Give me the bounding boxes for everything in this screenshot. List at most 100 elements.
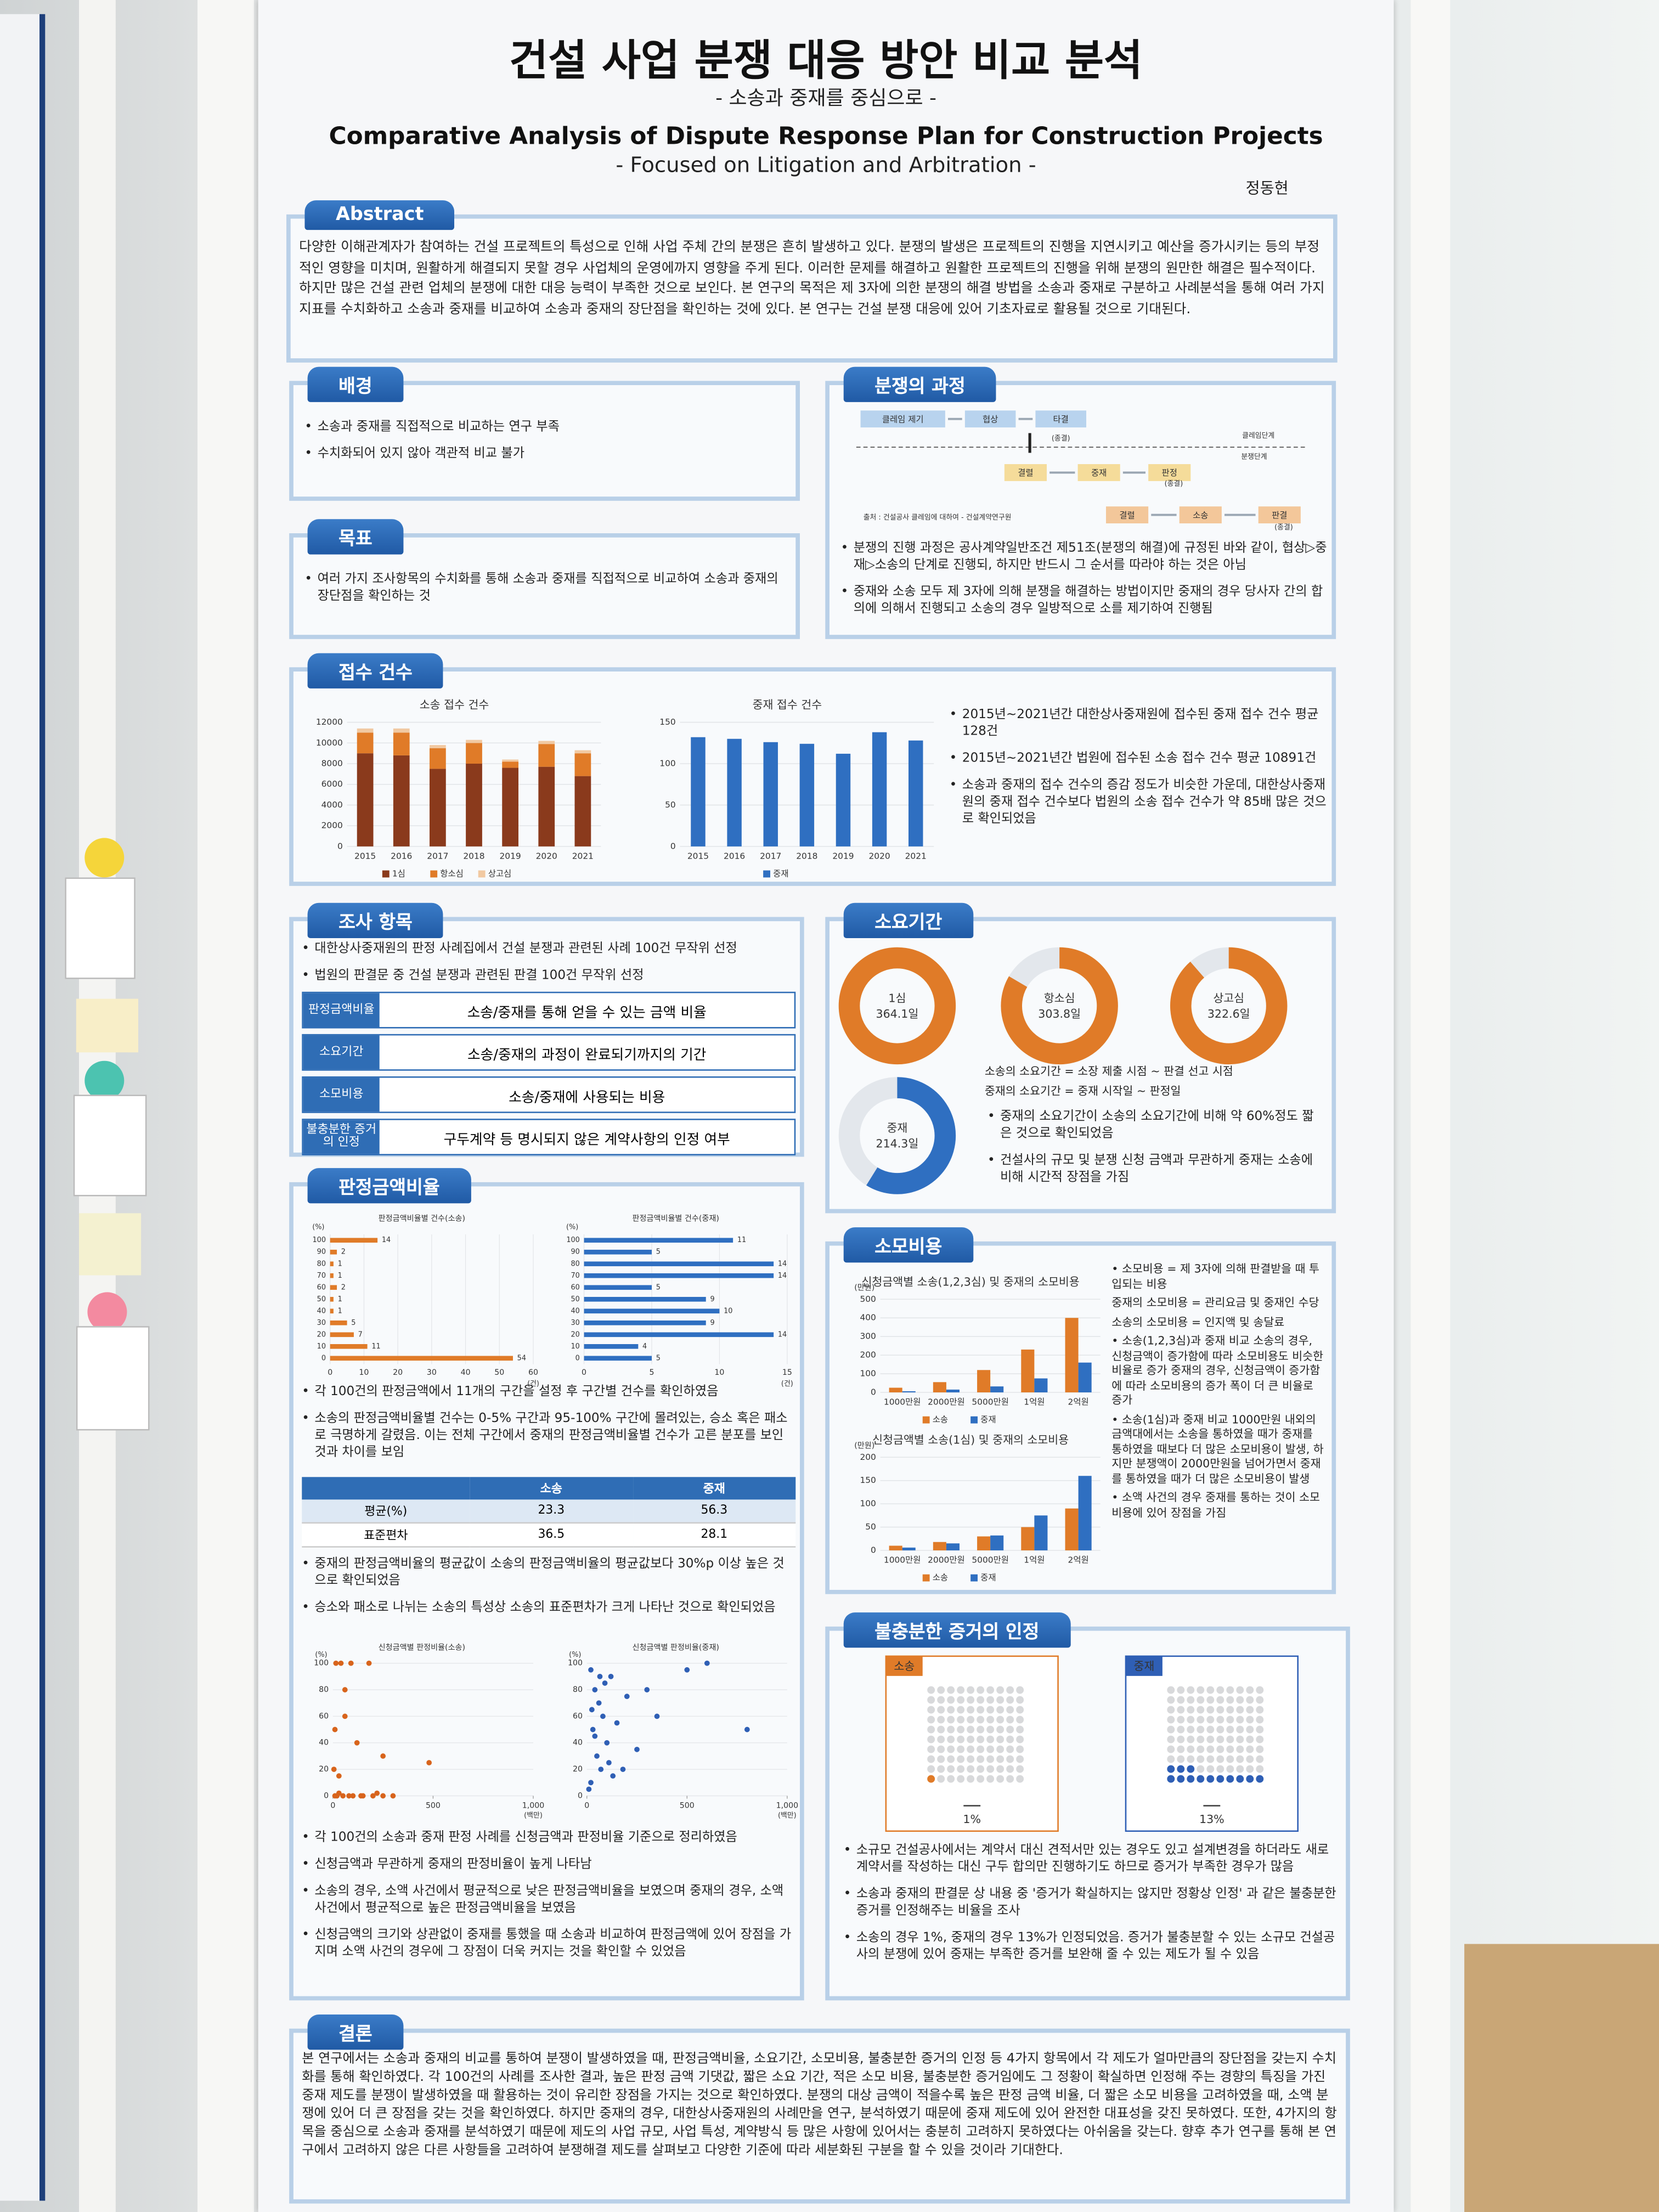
list-item: 중재의 소모비용 = 관리요금 및 중재인 수당 xyxy=(1111,1296,1319,1310)
point xyxy=(600,1713,606,1719)
note-card xyxy=(76,998,138,1053)
list-item: 중재와 소송 모두 제 3자에 의해 분쟁을 해결하는 방법이지만 중재의 경우… xyxy=(841,584,1328,618)
point xyxy=(426,1760,432,1765)
list-item: 신청금액과 무관하게 중재의 판정비율이 높게 나타남 xyxy=(302,1857,795,1874)
list-item: • 소송(1,2,3심)과 중재 비교 소송의 경우, 신청금액이 증가함에 따… xyxy=(1111,1334,1324,1407)
list-item: • 소송(1심)과 중재 비교 1000만원 내외의 금액대에서는 소송을 통하… xyxy=(1111,1413,1324,1485)
chart-title: 신청금액별 소송(1심) 및 중재의 소모비용 xyxy=(872,1433,1069,1446)
y-tick-label: 20 xyxy=(317,1330,326,1339)
process-node xyxy=(1258,506,1301,523)
table-row: 표준편차 36.5 28.1 xyxy=(302,1522,796,1548)
dot xyxy=(1236,1725,1244,1734)
node-label: 판결 xyxy=(1272,510,1287,520)
x-tick-label: 1,000 xyxy=(522,1801,544,1810)
dot xyxy=(1177,1745,1185,1753)
dot xyxy=(1167,1745,1175,1753)
bar xyxy=(393,728,410,733)
dot xyxy=(967,1725,975,1734)
value-label: 5 xyxy=(656,1248,661,1256)
node-label: 중재 xyxy=(1091,468,1107,478)
bar xyxy=(977,1536,991,1550)
dot-fill xyxy=(927,1775,935,1783)
point xyxy=(592,1687,598,1692)
value-label: 10 xyxy=(724,1307,732,1315)
subtitle-en: - Focused on Litigation and Arbitration … xyxy=(616,152,1036,178)
bar xyxy=(584,1320,706,1325)
dot xyxy=(1006,1686,1014,1694)
panel-label: 중재 xyxy=(1134,1660,1155,1673)
dot xyxy=(996,1775,1005,1783)
dot xyxy=(1197,1755,1205,1763)
chart: 신청금액별 소송(1,2,3심) 및 중재의 소모비용(만원) 0 100 200 30… xyxy=(854,1275,1101,1425)
y-tick-label: 70 xyxy=(317,1272,326,1280)
bar xyxy=(799,743,815,847)
section-heading: 소모비용 xyxy=(843,1227,973,1263)
point xyxy=(380,1753,386,1759)
label: (만원) xyxy=(854,1284,874,1293)
bar xyxy=(584,1261,774,1267)
process-node xyxy=(1077,464,1120,481)
point xyxy=(624,1694,630,1700)
dot xyxy=(1167,1725,1175,1734)
section-heading: 목표 xyxy=(307,519,404,555)
value-label: 13% xyxy=(1199,1813,1224,1826)
source-note: 출처 : 건설공사 클레임에 대하여 - 건설계약연구원 xyxy=(864,514,1012,522)
y-tick-label: 50 xyxy=(317,1295,326,1304)
dot xyxy=(1246,1725,1254,1734)
dot xyxy=(1216,1696,1224,1704)
header-cell: 중재 xyxy=(633,1477,796,1500)
x-tick-label: 1억원 xyxy=(1024,1397,1045,1407)
abstract-box: Abstract 다양한 이해관계자가 참여하는 건설 프로젝트의 특성으로 인… xyxy=(286,200,1338,363)
y-tick-label: 50 xyxy=(665,800,676,810)
point xyxy=(350,1793,356,1799)
list-item: 법원의 판결문 중 건설 분쟁과 관련된 판결 100건 무작위 선정 xyxy=(302,968,795,985)
bar xyxy=(584,1344,639,1349)
value-label: 303.8일 xyxy=(1038,1007,1081,1020)
bar xyxy=(357,728,374,733)
point xyxy=(644,1687,650,1692)
bullet-list: 중재의 판정금액비율의 평균값이 소송의 판정금액비율의 평균값보다 30%p … xyxy=(302,1556,795,1627)
section-heading: 결론 xyxy=(307,2015,404,2050)
dot xyxy=(996,1735,1005,1743)
table-cell: 28.1 xyxy=(633,1522,796,1548)
dot xyxy=(967,1765,975,1773)
value-label: 11 xyxy=(371,1342,380,1351)
y-tick-label: 60 xyxy=(573,1712,583,1720)
dot xyxy=(1226,1745,1234,1753)
dot xyxy=(986,1706,995,1714)
dot xyxy=(986,1725,995,1734)
point xyxy=(340,1793,346,1799)
dot xyxy=(947,1775,955,1783)
point xyxy=(342,1687,348,1692)
bar xyxy=(330,1285,337,1290)
dot xyxy=(937,1735,945,1743)
dot xyxy=(1016,1725,1024,1734)
bar xyxy=(1021,1349,1035,1392)
bar xyxy=(330,1273,334,1278)
dot xyxy=(1177,1725,1185,1734)
background-box: 배경 소송과 중재를 직접적으로 비교하는 연구 부족수치화되어 있지 않아 객… xyxy=(289,366,800,501)
donut-arc xyxy=(1170,947,1288,1065)
dot xyxy=(1177,1735,1185,1743)
x-tick-label: 2019 xyxy=(832,851,854,861)
dot xyxy=(996,1686,1005,1694)
value-label: 2 xyxy=(341,1248,346,1256)
dot xyxy=(977,1696,985,1704)
x-tick-label: 500 xyxy=(680,1801,695,1810)
dot xyxy=(1256,1725,1264,1734)
dot xyxy=(1177,1696,1185,1704)
bar xyxy=(466,743,482,764)
x-tick-label: 2억원 xyxy=(1068,1397,1089,1407)
point xyxy=(620,1767,626,1772)
x-tick-label: 2000만원 xyxy=(928,1397,965,1407)
bar xyxy=(502,768,518,847)
bar xyxy=(946,1389,960,1392)
dot xyxy=(996,1755,1005,1763)
dot xyxy=(986,1735,995,1743)
photo-card xyxy=(76,1326,150,1431)
y-tick-label: 0 xyxy=(321,1354,326,1362)
point xyxy=(589,1707,595,1713)
header-cell: 소송 xyxy=(470,1477,633,1500)
bar xyxy=(393,732,410,755)
x-tick-label: 2015 xyxy=(687,851,709,861)
